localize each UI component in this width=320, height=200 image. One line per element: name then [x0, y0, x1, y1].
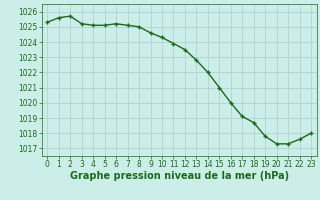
X-axis label: Graphe pression niveau de la mer (hPa): Graphe pression niveau de la mer (hPa) [70, 171, 289, 181]
